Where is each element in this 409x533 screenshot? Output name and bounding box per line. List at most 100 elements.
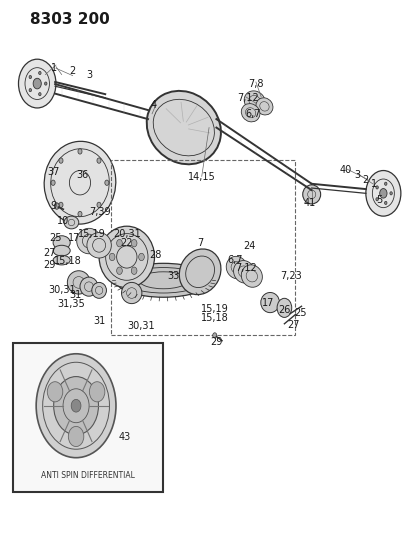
Circle shape xyxy=(54,203,59,209)
Circle shape xyxy=(384,201,386,205)
Ellipse shape xyxy=(146,91,220,164)
Text: 31: 31 xyxy=(69,289,81,300)
Circle shape xyxy=(105,180,109,185)
Ellipse shape xyxy=(255,98,272,115)
Ellipse shape xyxy=(241,265,262,287)
Text: 22: 22 xyxy=(120,238,133,248)
Ellipse shape xyxy=(53,255,70,265)
Circle shape xyxy=(379,189,386,198)
Text: 3: 3 xyxy=(85,70,92,79)
Text: 10: 10 xyxy=(57,216,69,227)
Text: 33: 33 xyxy=(167,271,179,281)
Text: 31,35: 31,35 xyxy=(57,298,85,309)
Text: 9: 9 xyxy=(50,200,56,211)
Ellipse shape xyxy=(87,232,111,258)
Text: 15,19: 15,19 xyxy=(201,304,229,314)
Circle shape xyxy=(47,382,63,402)
Circle shape xyxy=(68,426,83,447)
Circle shape xyxy=(59,158,63,163)
Ellipse shape xyxy=(76,228,101,254)
Text: 31: 31 xyxy=(94,316,106,326)
Circle shape xyxy=(375,198,378,201)
Circle shape xyxy=(131,239,137,247)
Ellipse shape xyxy=(115,263,211,297)
Ellipse shape xyxy=(44,141,115,224)
Text: 15,19: 15,19 xyxy=(78,229,106,239)
Text: 29: 29 xyxy=(43,260,56,270)
Circle shape xyxy=(59,202,63,207)
Circle shape xyxy=(131,267,137,274)
Text: 7,12: 7,12 xyxy=(236,93,258,103)
Ellipse shape xyxy=(64,216,79,229)
Circle shape xyxy=(51,180,55,185)
Circle shape xyxy=(276,298,291,317)
Circle shape xyxy=(29,76,31,79)
Text: 25: 25 xyxy=(294,308,306,318)
Text: 29: 29 xyxy=(210,337,222,347)
Text: 7,23: 7,23 xyxy=(280,271,301,281)
Circle shape xyxy=(36,354,116,458)
Text: 1: 1 xyxy=(51,63,57,72)
Text: 2: 2 xyxy=(361,175,367,185)
Text: 24: 24 xyxy=(242,241,254,252)
Circle shape xyxy=(38,71,41,75)
Ellipse shape xyxy=(99,226,154,288)
Circle shape xyxy=(365,171,400,216)
Circle shape xyxy=(212,333,216,338)
Circle shape xyxy=(116,239,122,247)
Circle shape xyxy=(71,399,81,412)
Circle shape xyxy=(375,186,378,189)
Ellipse shape xyxy=(302,185,320,204)
Circle shape xyxy=(38,93,41,96)
Circle shape xyxy=(109,253,115,261)
Ellipse shape xyxy=(67,271,90,294)
Ellipse shape xyxy=(53,236,70,249)
Bar xyxy=(13,343,163,492)
Text: 8303 200: 8303 200 xyxy=(30,12,109,27)
Text: 6,7: 6,7 xyxy=(227,255,243,265)
Text: 2: 2 xyxy=(70,67,76,76)
Ellipse shape xyxy=(233,261,254,283)
Text: 25: 25 xyxy=(49,233,61,244)
Circle shape xyxy=(384,182,386,185)
Circle shape xyxy=(138,253,144,261)
Ellipse shape xyxy=(92,282,106,298)
Circle shape xyxy=(78,149,82,154)
Ellipse shape xyxy=(53,245,70,256)
Text: 7,39: 7,39 xyxy=(89,207,110,217)
Circle shape xyxy=(116,267,122,274)
Text: 36: 36 xyxy=(76,171,88,180)
Ellipse shape xyxy=(226,256,247,279)
Circle shape xyxy=(54,377,98,435)
Ellipse shape xyxy=(244,91,265,111)
Text: 30,31: 30,31 xyxy=(48,285,75,295)
Text: 3: 3 xyxy=(353,171,359,180)
Circle shape xyxy=(97,202,101,207)
Text: 7,12: 7,12 xyxy=(235,263,257,272)
Text: 17: 17 xyxy=(261,297,274,308)
Ellipse shape xyxy=(179,249,220,295)
Text: 20,31: 20,31 xyxy=(112,229,140,239)
Text: 40: 40 xyxy=(339,165,351,175)
Bar xyxy=(111,160,294,335)
Ellipse shape xyxy=(241,103,259,122)
Text: 30,31: 30,31 xyxy=(126,321,154,331)
Text: 43: 43 xyxy=(118,432,130,442)
Text: 14,15: 14,15 xyxy=(187,172,215,182)
Circle shape xyxy=(97,158,101,163)
Circle shape xyxy=(33,78,41,89)
Text: 17: 17 xyxy=(67,233,80,244)
Circle shape xyxy=(389,192,391,195)
Text: 6,7: 6,7 xyxy=(245,109,260,119)
Text: 37: 37 xyxy=(47,167,60,177)
Text: 15,18: 15,18 xyxy=(53,256,81,266)
Text: ANTI SPIN DIFFERENTIAL: ANTI SPIN DIFFERENTIAL xyxy=(41,472,135,480)
Ellipse shape xyxy=(80,277,98,296)
Text: 7: 7 xyxy=(196,238,203,248)
Circle shape xyxy=(18,59,56,108)
Text: 15,18: 15,18 xyxy=(201,313,229,324)
Text: 27: 27 xyxy=(287,320,299,330)
Circle shape xyxy=(89,382,105,402)
Circle shape xyxy=(45,82,47,85)
Text: 7,8: 7,8 xyxy=(247,78,263,88)
